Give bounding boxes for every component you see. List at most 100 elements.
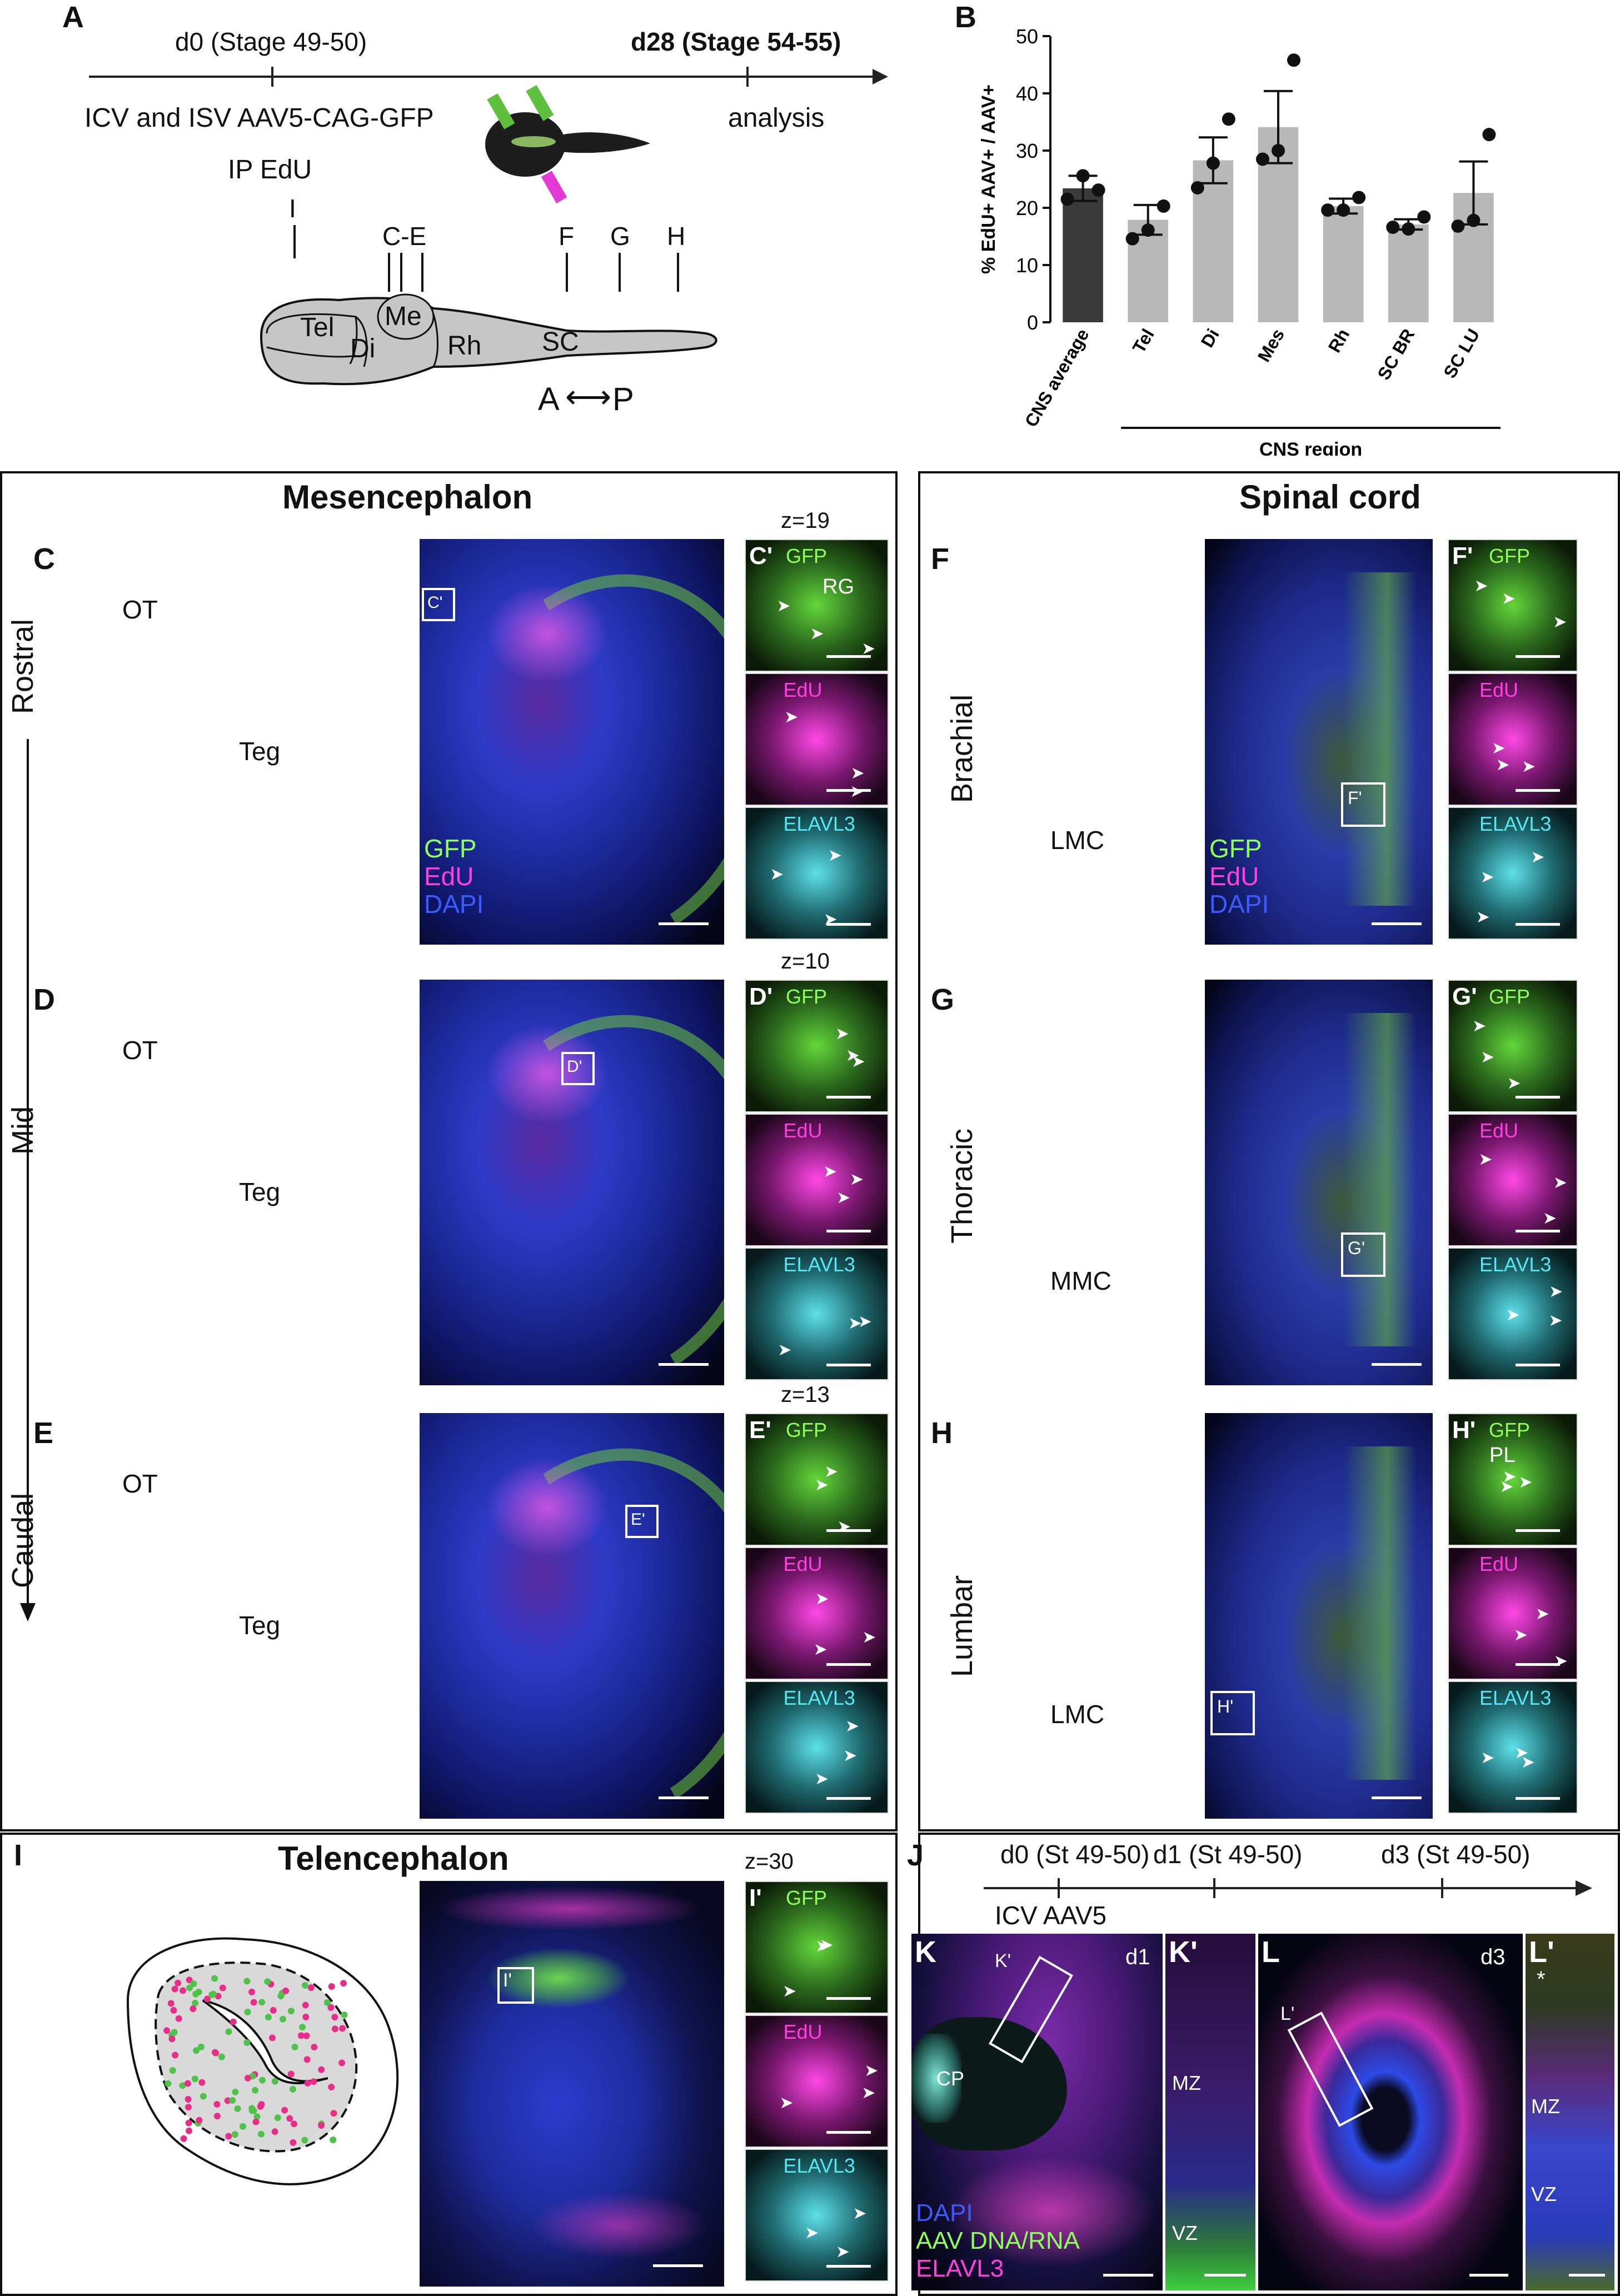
sc-g-gfp-label: GFP xyxy=(1489,985,1531,1008)
data-point xyxy=(1467,213,1481,227)
arrowhead-icon: ➤ xyxy=(1542,1209,1557,1227)
region-tel: Tel xyxy=(300,313,335,342)
tel-channel-label: ELAVL3 xyxy=(783,2154,855,2177)
sc-h-sublabel: H' xyxy=(1452,1416,1476,1444)
legend-dapi: DAPI xyxy=(424,890,484,919)
sc-f-elavl3-image: ELAVL3 ➤ ➤ ➤ xyxy=(1448,807,1578,940)
row-label: Brachial xyxy=(945,694,979,803)
legend-edu: EdU xyxy=(1209,862,1259,891)
region-di: Di xyxy=(350,334,376,363)
z-label: z=19 xyxy=(781,508,830,533)
mes-e-gfp-image: E' GFP ➤ ➤ ➤ xyxy=(745,1413,889,1546)
arrowhead-icon: ➤ xyxy=(1491,739,1506,758)
arrowhead-icon: ➤ xyxy=(823,910,838,929)
arrowhead-icon: ➤ xyxy=(850,764,865,783)
mes-d-sublabel: D' xyxy=(749,983,773,1010)
k-cp: CP xyxy=(936,2067,965,2090)
arrowhead-icon: ➤ xyxy=(1518,1473,1533,1491)
spinal-cord-image: G' xyxy=(1205,980,1433,1385)
z-label: z=10 xyxy=(781,949,830,974)
axis-arrow: ⟷ xyxy=(565,379,612,415)
section-mark-g: G xyxy=(610,222,630,251)
mesencephalon-image: E' xyxy=(420,1413,724,1819)
scale-bar xyxy=(1204,2274,1246,2277)
x-tick-label: Mes xyxy=(1254,326,1288,366)
arrowhead-icon: ➤ xyxy=(845,1046,860,1065)
arrowhead-icon: ➤ xyxy=(1496,756,1510,775)
scale-bar xyxy=(1103,2274,1153,2277)
sc-h-elavl3-image: ELAVL3 ➤ ➤ ➤ xyxy=(1448,1681,1578,1814)
scale-bar xyxy=(1516,1529,1560,1532)
mes-c-channel-label: EdU xyxy=(783,678,823,701)
mes-c-elavl3-image: ELAVL3 ➤ ➤ ➤ xyxy=(745,807,889,940)
tel-edu-image: EdU ➤ ➤ ➤ xyxy=(745,2015,889,2148)
data-point xyxy=(1337,203,1350,217)
sc-h-channel-label: ELAVL3 xyxy=(1479,1686,1552,1709)
mes-e-channel-label: ELAVL3 xyxy=(783,1686,855,1709)
inset-label: C' xyxy=(427,593,443,612)
bar xyxy=(1388,224,1429,322)
arrowhead-icon: ➤ xyxy=(784,708,799,727)
scale-bar xyxy=(826,2265,871,2268)
x-tick-label: Tel xyxy=(1129,326,1158,357)
region-ot: OT xyxy=(122,1036,158,1065)
region-label: LMC xyxy=(1050,826,1105,855)
scale-bar xyxy=(826,923,871,926)
data-point xyxy=(1125,232,1139,246)
x-tick-label: CNS average xyxy=(1021,326,1093,431)
spinal-cord-title: Spinal cord xyxy=(1239,478,1421,516)
mes-d-channel-label: EdU xyxy=(783,1119,823,1142)
scale-bar xyxy=(826,1797,871,1800)
telencephalon-panel xyxy=(0,1833,898,2296)
inset-label: E' xyxy=(631,1510,645,1529)
inset-box: D' xyxy=(561,1052,595,1085)
arrowhead-icon: ➤ xyxy=(814,1475,829,1494)
arrowhead-icon: ➤ xyxy=(1549,1282,1563,1301)
arrowhead-icon: ➤ xyxy=(836,1189,851,1207)
arrowhead-icon: ➤ xyxy=(835,1025,850,1044)
arrowhead-icon: ➤ xyxy=(1502,590,1516,608)
sc-h-edu-image: EdU ➤ ➤ ➤ xyxy=(1448,1547,1578,1680)
data-point xyxy=(1141,223,1155,237)
mes-e-edu-image: EdU ➤ ➤ ➤ xyxy=(745,1547,889,1680)
arrowhead-icon: ➤ xyxy=(810,624,824,643)
row-label: Thoracic xyxy=(945,1128,979,1244)
arrowhead-icon: ➤ xyxy=(1521,1753,1535,1771)
sc-g-channel-label: EdU xyxy=(1479,1119,1519,1142)
legend-aav: AAV DNA/RNA xyxy=(916,2227,1080,2254)
region-label: LMC xyxy=(1050,1700,1105,1729)
axis-a: A xyxy=(538,381,560,417)
spinal-cord-image: H' xyxy=(1205,1413,1433,1819)
data-point xyxy=(1190,181,1204,194)
arrowhead-icon: ➤ xyxy=(770,865,784,884)
sc-h-channel-label: EdU xyxy=(1479,1553,1519,1575)
panel-lprime-label: L' xyxy=(1529,1935,1554,1969)
arrowhead-icon: ➤ xyxy=(824,1462,839,1481)
arrowhead-icon: ➤ xyxy=(851,1052,866,1071)
panel-a-timeline xyxy=(89,67,888,87)
data-point xyxy=(1060,192,1074,206)
mes-d-edu-image: EdU ➤ ➤ ➤ xyxy=(745,1114,889,1246)
panel-kprime-image: K' MZ VZ xyxy=(1165,1934,1255,2290)
arrowhead-icon: ➤ xyxy=(1521,757,1536,776)
inset-label: F' xyxy=(1348,788,1362,808)
arrowhead-icon: ➤ xyxy=(779,2093,794,2112)
l-inset-label: L' xyxy=(1280,2003,1295,2024)
panel-label: C xyxy=(33,542,55,576)
arrowhead-icon: ➤ xyxy=(1535,1604,1549,1623)
scale-bar xyxy=(1516,923,1560,926)
row-label: Caudal xyxy=(6,1493,39,1588)
inset-label-i: I' xyxy=(503,1970,512,1991)
mes-c-gfp-label: GFP xyxy=(786,545,828,567)
analysis-label: analysis xyxy=(728,103,825,133)
scale-bar xyxy=(1569,2274,1605,2277)
sc-g-sublabel: G' xyxy=(1452,983,1477,1010)
arrowhead-icon: ➤ xyxy=(823,1162,838,1181)
mes-c-edu-image: EdU➤➤➤ xyxy=(745,673,889,806)
mes-c-gfp-image: C' GFP ➤ ➤ ➤ xyxy=(745,539,889,672)
timeline-day0: d0 (Stage 49-50) xyxy=(175,27,367,56)
data-point xyxy=(1091,183,1105,197)
panel-b-label: B xyxy=(955,1,976,34)
arrowhead-icon: ➤ xyxy=(1480,867,1494,886)
data-point xyxy=(1451,219,1465,233)
